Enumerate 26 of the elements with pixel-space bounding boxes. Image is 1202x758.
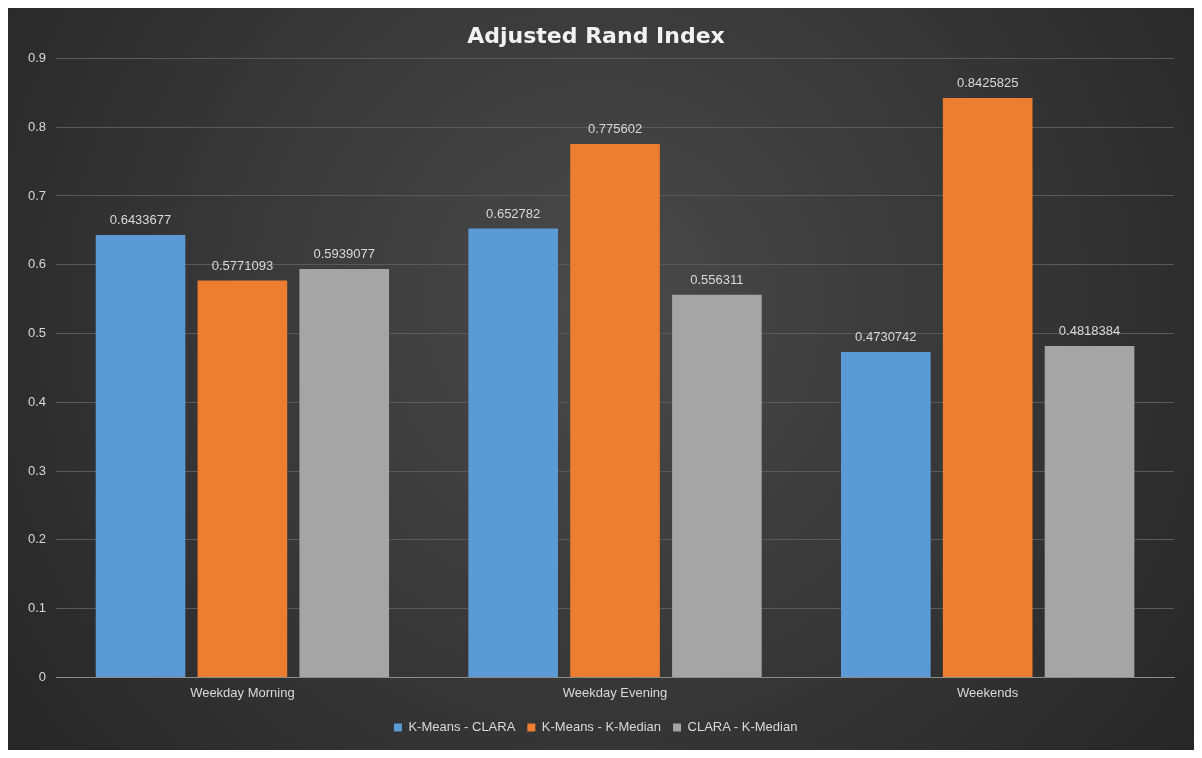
data-label: 0.5939077 (313, 246, 375, 261)
chart-title: Adjusted Rand Index (467, 22, 725, 48)
y-tick-label: 0.4 (27, 393, 47, 409)
data-label: 0.5771093 (211, 257, 274, 273)
y-tick-label: 0.9 (27, 49, 47, 65)
data-label: 0.775602 (587, 121, 643, 137)
data-label: 0.8425825 (956, 74, 1019, 90)
x-tick-label: Weekday Morning (190, 684, 295, 700)
data-label: 0.6433677 (109, 211, 172, 227)
y-tick-label: 0.7 (27, 187, 47, 203)
data-label: 0.4818384 (1058, 323, 1121, 339)
x-tick-label: Weekday Evening (562, 684, 668, 700)
y-tick-label: 0.8 (27, 118, 47, 134)
data-label: 0.652782 (486, 205, 541, 221)
data-label: 0.556311 (690, 271, 744, 287)
y-tick-label: 0.1 (27, 600, 47, 616)
legend-label: K-Means - K-Median (541, 719, 662, 735)
x-tick-label: Weekends (957, 684, 1019, 700)
y-tick-label: 0.5 (27, 325, 47, 341)
data-label: 0.4730742 (855, 329, 917, 345)
y-tick-label: 0.2 (27, 531, 47, 547)
y-tick-label: 0.3 (27, 462, 47, 478)
legend-label: CLARA - K-Median (687, 719, 798, 735)
y-tick-label: 0 (38, 668, 47, 684)
y-tick-label: 0.6 (27, 256, 47, 272)
legend-label: K-Means - CLARA (408, 719, 516, 735)
